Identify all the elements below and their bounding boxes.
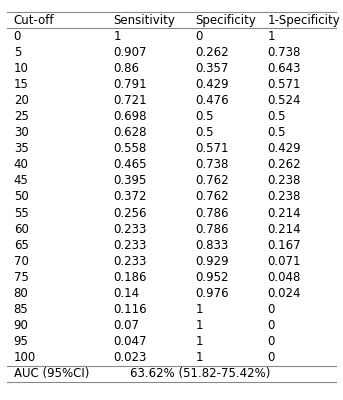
Text: 0.071: 0.071 (268, 255, 301, 268)
Text: 0.024: 0.024 (268, 287, 301, 300)
Text: 0.833: 0.833 (196, 239, 229, 252)
Text: 55: 55 (14, 206, 28, 220)
Text: 0.429: 0.429 (268, 142, 301, 155)
Text: 0.5: 0.5 (196, 110, 214, 123)
Text: 0.238: 0.238 (268, 190, 301, 204)
Text: 0.023: 0.023 (113, 351, 146, 364)
Text: 0.262: 0.262 (196, 46, 229, 59)
Text: 0.116: 0.116 (113, 303, 147, 316)
Text: 1: 1 (113, 30, 121, 43)
Text: 1: 1 (196, 319, 203, 332)
Text: 5: 5 (14, 46, 21, 59)
Text: 0.571: 0.571 (196, 142, 229, 155)
Text: 0.186: 0.186 (113, 271, 147, 284)
Text: 0: 0 (268, 351, 275, 364)
Text: 0.628: 0.628 (113, 126, 147, 139)
Text: 0.476: 0.476 (196, 94, 229, 107)
Text: 0.233: 0.233 (113, 223, 146, 236)
Text: 1: 1 (268, 30, 275, 43)
Text: 90: 90 (14, 319, 28, 332)
Text: 50: 50 (14, 190, 28, 204)
Text: 0.233: 0.233 (113, 255, 146, 268)
Text: 0.167: 0.167 (268, 239, 301, 252)
Text: 0.907: 0.907 (113, 46, 147, 59)
Text: 0.786: 0.786 (196, 206, 229, 220)
Text: 0.786: 0.786 (196, 223, 229, 236)
Text: 0.233: 0.233 (113, 239, 146, 252)
Text: 10: 10 (14, 62, 28, 75)
Text: 0.929: 0.929 (196, 255, 229, 268)
Text: 15: 15 (14, 78, 28, 91)
Text: 100: 100 (14, 351, 36, 364)
Text: 25: 25 (14, 110, 28, 123)
Text: 70: 70 (14, 255, 28, 268)
Text: Specificity: Specificity (196, 14, 256, 26)
Text: Cut-off: Cut-off (14, 14, 54, 26)
Text: 0.86: 0.86 (113, 62, 139, 75)
Text: 0.698: 0.698 (113, 110, 147, 123)
Text: 0: 0 (268, 303, 275, 316)
Text: 40: 40 (14, 158, 28, 171)
Text: 75: 75 (14, 271, 28, 284)
Text: 0.571: 0.571 (268, 78, 301, 91)
Text: 0.256: 0.256 (113, 206, 147, 220)
Text: 0: 0 (268, 335, 275, 348)
Text: 0.07: 0.07 (113, 319, 139, 332)
Text: 0.5: 0.5 (268, 110, 286, 123)
Text: 80: 80 (14, 287, 28, 300)
Text: 1-Specificity: 1-Specificity (268, 14, 340, 26)
Text: 35: 35 (14, 142, 28, 155)
Text: 0.762: 0.762 (196, 190, 229, 204)
Text: 0: 0 (196, 30, 203, 43)
Text: 0.976: 0.976 (196, 287, 229, 300)
Text: Sensitivity: Sensitivity (113, 14, 175, 26)
Text: 0: 0 (14, 30, 21, 43)
Text: 1: 1 (196, 335, 203, 348)
Text: 0.357: 0.357 (196, 62, 229, 75)
Text: 0.14: 0.14 (113, 287, 139, 300)
Text: 65: 65 (14, 239, 28, 252)
Text: 0.5: 0.5 (196, 126, 214, 139)
Text: 0.214: 0.214 (268, 206, 301, 220)
Text: 1: 1 (196, 303, 203, 316)
Text: 0.048: 0.048 (268, 271, 301, 284)
Text: 0.465: 0.465 (113, 158, 147, 171)
Text: 63.62% (51.82-75.42%): 63.62% (51.82-75.42%) (130, 368, 271, 380)
Text: 0.791: 0.791 (113, 78, 147, 91)
Text: 45: 45 (14, 174, 28, 187)
Text: 30: 30 (14, 126, 28, 139)
Text: 0.643: 0.643 (268, 62, 301, 75)
Text: 0.558: 0.558 (113, 142, 146, 155)
Text: 0: 0 (268, 319, 275, 332)
Text: 0.047: 0.047 (113, 335, 147, 348)
Text: 0.952: 0.952 (196, 271, 229, 284)
Text: 60: 60 (14, 223, 28, 236)
Text: 0.238: 0.238 (268, 174, 301, 187)
Text: AUC (95%CI): AUC (95%CI) (14, 368, 89, 380)
Text: 0.524: 0.524 (268, 94, 301, 107)
Text: 0.262: 0.262 (268, 158, 301, 171)
Text: 85: 85 (14, 303, 28, 316)
Text: 0.372: 0.372 (113, 190, 147, 204)
Text: 95: 95 (14, 335, 28, 348)
Text: 0.762: 0.762 (196, 174, 229, 187)
Text: 0.738: 0.738 (268, 46, 301, 59)
Text: 0.429: 0.429 (196, 78, 229, 91)
Text: 1: 1 (196, 351, 203, 364)
Text: 20: 20 (14, 94, 28, 107)
Text: 0.721: 0.721 (113, 94, 147, 107)
Text: 0.5: 0.5 (268, 126, 286, 139)
Text: 0.738: 0.738 (196, 158, 229, 171)
Text: 0.214: 0.214 (268, 223, 301, 236)
Text: 0.395: 0.395 (113, 174, 146, 187)
